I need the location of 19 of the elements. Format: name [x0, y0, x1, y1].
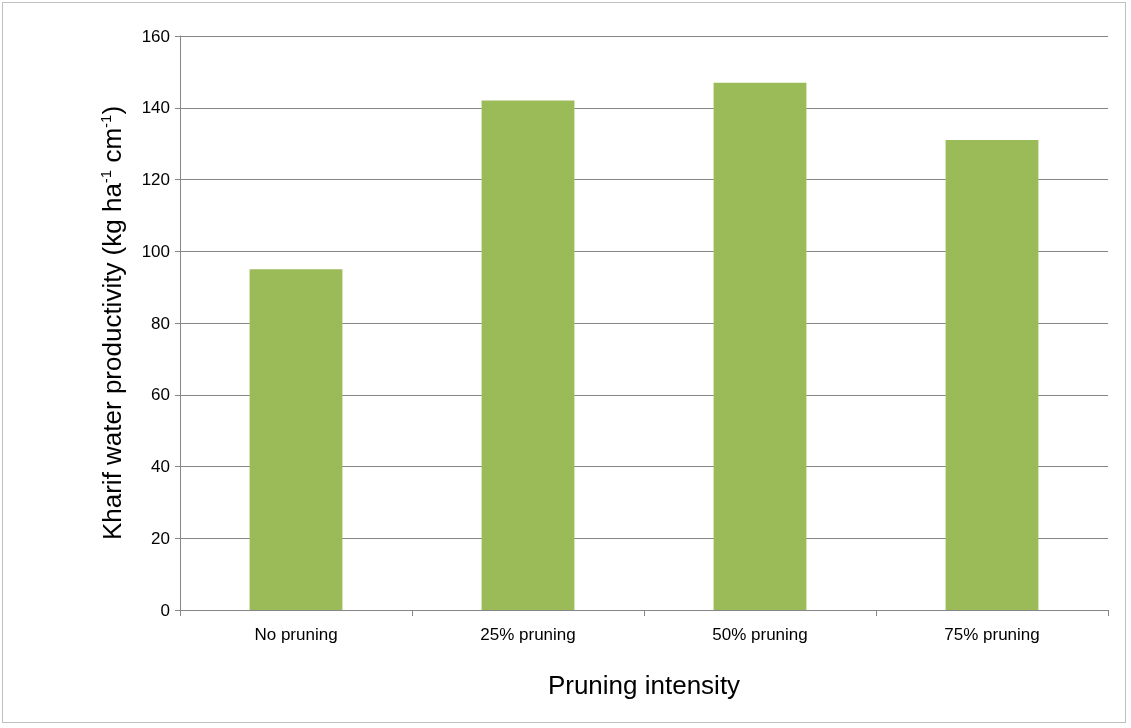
y-tick-label: 20 — [151, 528, 170, 548]
y-tick-label: 120 — [141, 170, 170, 189]
bar — [481, 100, 575, 610]
x-axis-title: Pruning intensity — [547, 670, 741, 700]
y-tick-label: 60 — [151, 385, 170, 405]
x-tick-label: 75% pruning — [944, 625, 1040, 644]
y-tick-label: 80 — [151, 313, 170, 333]
y-tick-label: 160 — [141, 26, 170, 46]
x-tick-label: No pruning — [254, 625, 338, 644]
bar — [249, 269, 343, 610]
bar — [945, 140, 1039, 610]
y-tick-label: 100 — [141, 241, 170, 261]
y-tick-label: 140 — [141, 98, 170, 118]
y-tick-label: 40 — [151, 457, 170, 476]
y-tick-label: 0 — [160, 600, 170, 620]
x-tick-label: 50% pruning — [712, 625, 808, 644]
x-tick-label: 25% pruning — [480, 625, 576, 644]
y-axis-title: Kharif water productivity (kg ha-1 cm-1) — [96, 105, 127, 541]
bar — [713, 82, 807, 610]
